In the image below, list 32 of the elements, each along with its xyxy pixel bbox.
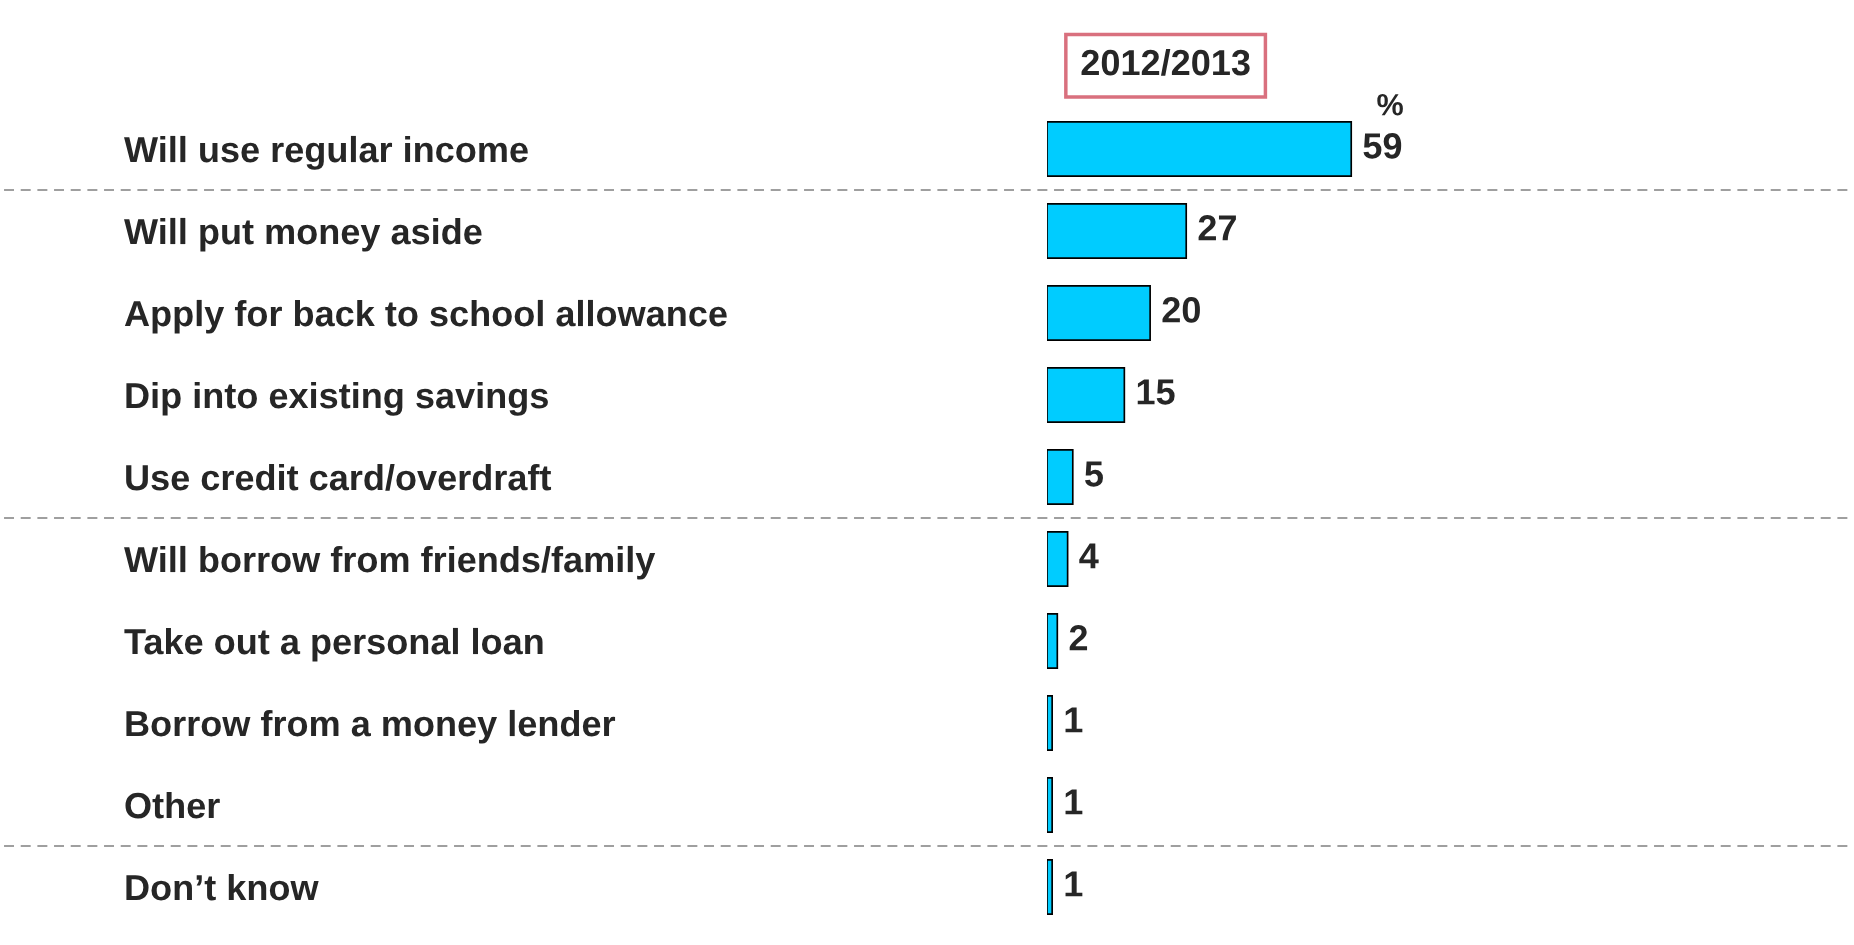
- y-tick-label: Borrow from a money lender: [126, 709, 616, 744]
- y-tick-label: Will use regular income: [124, 135, 528, 170]
- y-tick-label: Other: [125, 791, 220, 819]
- y-tick-label: Will put money aside: [124, 217, 482, 252]
- y-tick-label: Use credit card/overdraft: [126, 463, 552, 491]
- y-tick-label: Apply for back to school allowance: [124, 299, 727, 334]
- data-label: 1: [1065, 789, 1083, 815]
- bar: [1047, 695, 1053, 751]
- bar: [1047, 859, 1053, 915]
- data-label: 1: [1065, 871, 1083, 897]
- data-label: 5: [1085, 461, 1103, 487]
- text: %: [1377, 93, 1403, 116]
- bar: [1047, 777, 1053, 833]
- data-label: 1: [1065, 707, 1083, 733]
- data-label: 27: [1198, 215, 1236, 241]
- chart-title: 2012/2013: [1081, 48, 1250, 76]
- y-tick-label: Don’t know: [126, 873, 319, 901]
- y-tick-label: Dip into existing savings: [126, 381, 548, 416]
- bar: [1047, 449, 1074, 505]
- bar: [1047, 121, 1353, 177]
- y-tick-label: Take out a personal loan: [124, 627, 543, 662]
- bar: [1047, 203, 1188, 259]
- bar: [1047, 367, 1126, 423]
- bar: [1047, 613, 1059, 669]
- data-label: 2: [1069, 625, 1088, 651]
- y-tick-label: Will borrow from friends/family: [124, 545, 656, 580]
- data-label: 15: [1137, 379, 1175, 405]
- data-label: 59: [1363, 133, 1402, 159]
- bar: [1047, 531, 1069, 587]
- data-label: 4: [1079, 543, 1099, 569]
- data-label: 20: [1162, 297, 1200, 323]
- bar: [1047, 285, 1151, 341]
